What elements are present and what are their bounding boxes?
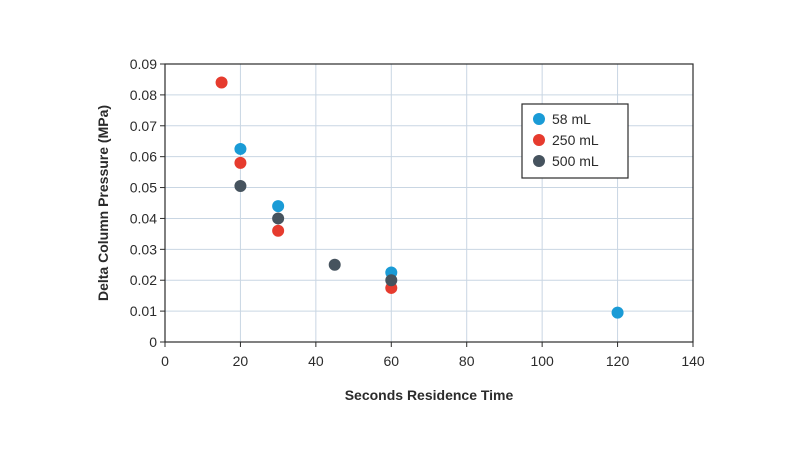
data-point — [234, 142, 247, 155]
x-tick-label: 40 — [308, 353, 324, 369]
legend-label: 500 mL — [552, 153, 599, 169]
x-tick-label: 20 — [233, 353, 249, 369]
data-point — [385, 274, 398, 287]
y-tick-label: 0.09 — [130, 56, 157, 72]
data-point — [272, 200, 285, 213]
axis-ticks: 0 20 40 60 80 100 120 140 0 0.01 0.02 0.03 0.04 0.05 0… — [130, 56, 705, 369]
x-axis-title: Seconds Residence Time — [345, 387, 514, 403]
x-tick-label: 140 — [681, 353, 705, 369]
data-point — [611, 306, 624, 319]
x-tick-label: 100 — [530, 353, 554, 369]
x-tick-label: 60 — [383, 353, 399, 369]
x-tick-label: 120 — [606, 353, 630, 369]
data-point — [272, 224, 285, 237]
legend-marker — [533, 134, 545, 146]
y-tick-label: 0.08 — [130, 87, 157, 103]
legend-marker — [533, 155, 545, 167]
series-500-ml — [234, 180, 398, 287]
x-tick-label: 80 — [459, 353, 475, 369]
y-tick-label: 0.07 — [130, 118, 157, 134]
data-point — [234, 180, 247, 193]
plot-area-frame — [164, 63, 694, 343]
y-axis-title: Delta Column Pressure (MPa) — [95, 105, 111, 301]
x-tick-label: 0 — [161, 353, 169, 369]
y-tick-label: 0.03 — [130, 241, 157, 257]
y-tick-label: 0.05 — [130, 180, 157, 196]
legend-label: 250 mL — [552, 132, 599, 148]
y-tick-label: 0.02 — [130, 272, 157, 288]
legend-label: 58 mL — [552, 111, 591, 127]
data-point — [215, 76, 228, 89]
legend: 58 mL 250 mL 500 mL — [521, 103, 629, 179]
legend-marker — [533, 113, 545, 125]
data-point — [272, 212, 285, 225]
y-tick-label: 0.06 — [130, 149, 157, 165]
y-tick-label: 0.01 — [130, 303, 157, 319]
data-point — [234, 156, 247, 169]
data-point — [328, 258, 341, 271]
y-tick-label: 0 — [149, 334, 157, 350]
data-points — [215, 76, 624, 319]
y-tick-label: 0.04 — [130, 210, 157, 226]
